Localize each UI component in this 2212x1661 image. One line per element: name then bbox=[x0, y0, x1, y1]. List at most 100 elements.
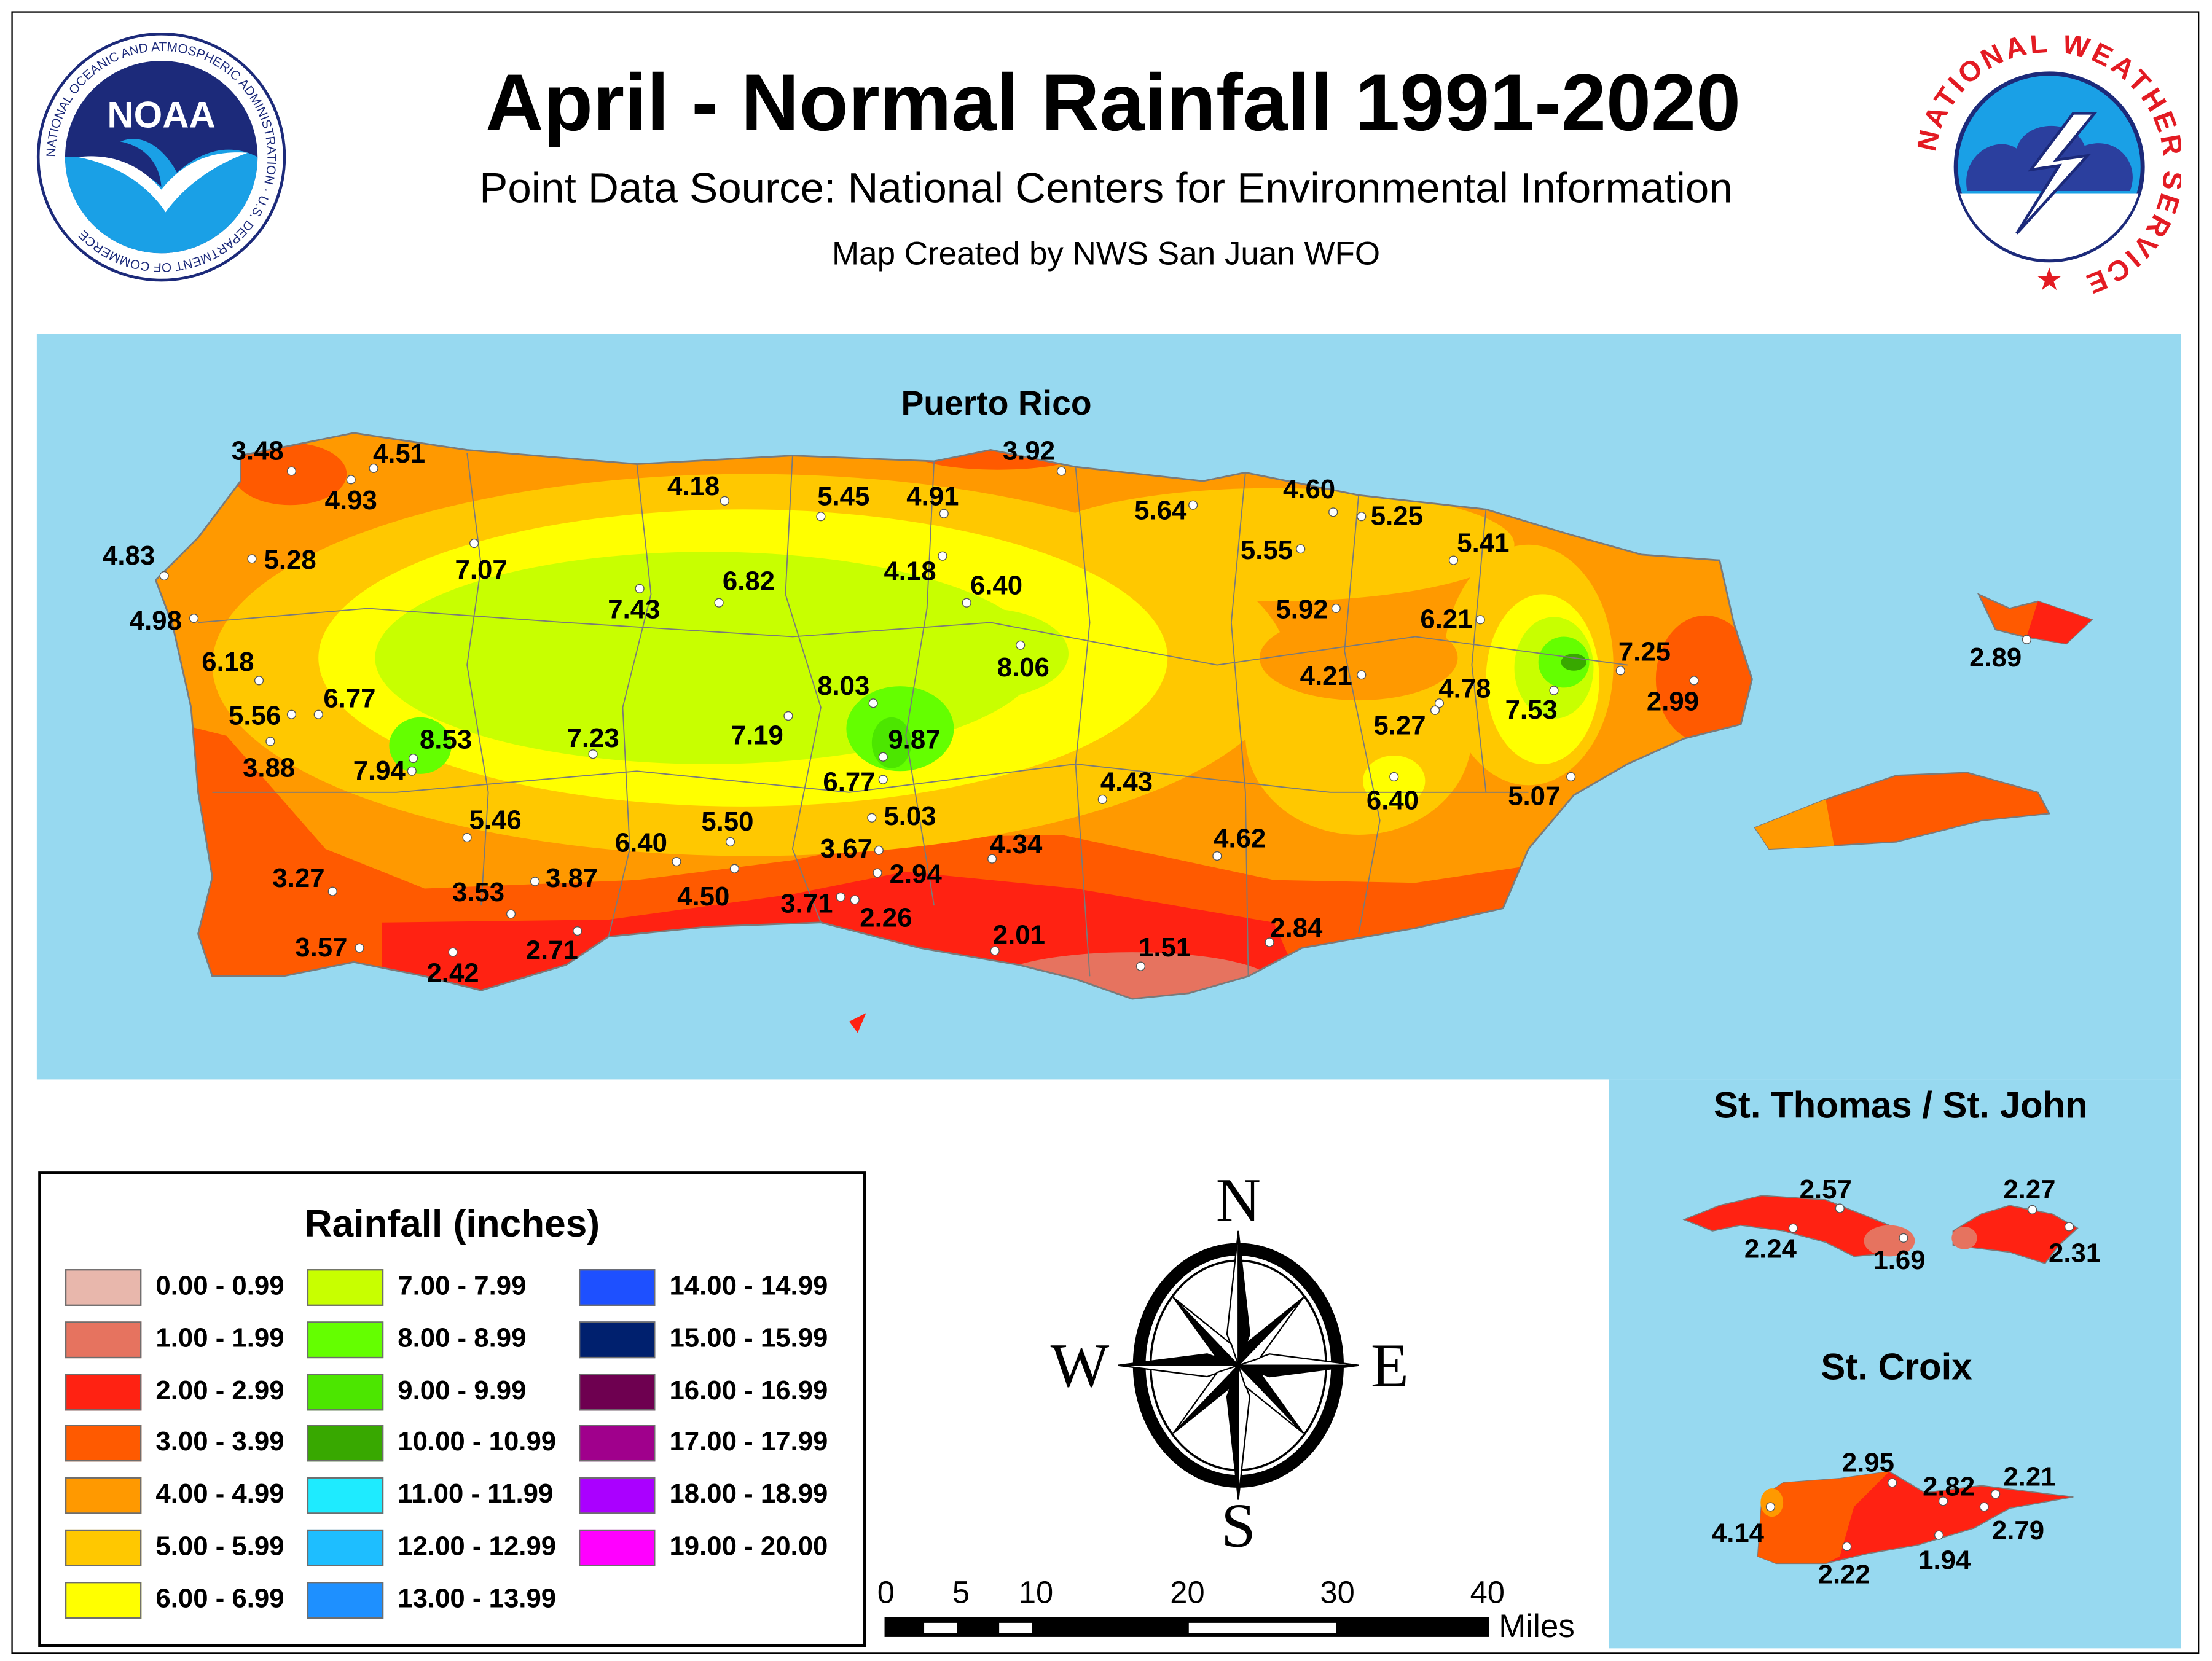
inset-title-st-croix: St. Croix bbox=[1821, 1346, 1972, 1388]
station-value: 9.87 bbox=[888, 724, 940, 754]
legend-item: 18.00 - 18.99 bbox=[579, 1477, 828, 1514]
ocean-inset bbox=[1609, 1079, 2181, 1649]
station-value: 2.26 bbox=[860, 903, 912, 933]
station-value: 3.71 bbox=[780, 889, 833, 919]
station-dot bbox=[346, 475, 356, 485]
station-dot bbox=[1212, 851, 1222, 861]
station-value: 6.18 bbox=[202, 647, 254, 677]
station-dot bbox=[990, 946, 1000, 956]
station-dot bbox=[1265, 937, 1274, 947]
legend-item: 19.00 - 20.00 bbox=[579, 1529, 828, 1566]
legend-swatch bbox=[307, 1374, 384, 1411]
station-dot bbox=[408, 753, 418, 764]
station-dot bbox=[2022, 635, 2031, 644]
station-value: 3.48 bbox=[232, 436, 284, 466]
station-value: 2.79 bbox=[1992, 1515, 2044, 1546]
station-dot bbox=[1016, 640, 1026, 650]
legend-item: 8.00 - 8.99 bbox=[307, 1321, 526, 1359]
station-value: 3.57 bbox=[295, 932, 347, 963]
station-dot bbox=[355, 943, 364, 953]
station-value: 5.56 bbox=[229, 700, 281, 730]
station-dot bbox=[878, 775, 888, 784]
legend-swatch bbox=[307, 1529, 384, 1566]
noaa-logo-text: NOAA bbox=[107, 94, 215, 135]
station-dot bbox=[588, 749, 598, 759]
legend-label: 4.00 - 4.99 bbox=[155, 1480, 284, 1510]
legend-swatch bbox=[65, 1582, 142, 1619]
station-dot bbox=[1328, 507, 1338, 517]
station-dot bbox=[1938, 1496, 1948, 1506]
station-value: 3.27 bbox=[272, 863, 324, 893]
station-value: 3.92 bbox=[1003, 436, 1055, 466]
legend-swatch bbox=[65, 1321, 142, 1359]
legend-label: 18.00 - 18.99 bbox=[669, 1480, 828, 1510]
legend-label: 15.00 - 15.99 bbox=[669, 1324, 828, 1354]
station-value: 6.40 bbox=[1367, 785, 1419, 815]
station-value: 7.23 bbox=[567, 723, 619, 753]
legend-label: 7.00 - 7.99 bbox=[398, 1272, 527, 1302]
station-dot bbox=[783, 711, 793, 721]
station-value: 4.43 bbox=[1100, 767, 1153, 797]
noaa-logo: NOAA NATIONAL OCEANIC AND ATMOSPHERIC AD… bbox=[36, 32, 286, 282]
scale-tick-0: 0 bbox=[877, 1574, 895, 1611]
station-dot bbox=[1296, 544, 1306, 554]
station-dot bbox=[265, 737, 275, 746]
puerto-rico-title: Puerto Rico bbox=[901, 384, 1091, 422]
station-dot bbox=[1979, 1502, 1989, 1512]
station-value: 5.25 bbox=[1371, 501, 1423, 531]
station-dot bbox=[286, 709, 297, 719]
station-value: 5.45 bbox=[817, 481, 869, 511]
legend-swatch bbox=[65, 1425, 142, 1462]
station-value: 5.55 bbox=[1241, 535, 1293, 565]
station-value: 2.57 bbox=[1800, 1174, 1852, 1205]
station-value: 6.77 bbox=[323, 684, 375, 714]
compass-east: E bbox=[1371, 1331, 1409, 1400]
station-dot bbox=[506, 909, 516, 919]
station-dot bbox=[873, 868, 882, 878]
station-value: 8.53 bbox=[420, 724, 472, 754]
legend-item: 2.00 - 2.99 bbox=[65, 1374, 284, 1411]
legend-swatch bbox=[307, 1425, 384, 1462]
legend-label: 5.00 - 5.99 bbox=[155, 1532, 284, 1562]
station-value: 7.07 bbox=[455, 555, 508, 585]
legend-label: 13.00 - 13.99 bbox=[398, 1584, 557, 1615]
legend-swatch bbox=[65, 1374, 142, 1411]
station-value: 2.27 bbox=[2003, 1174, 2055, 1205]
station-dot bbox=[938, 551, 947, 561]
station-dot bbox=[573, 926, 582, 936]
station-value: 4.14 bbox=[1712, 1518, 1765, 1549]
station-dot bbox=[962, 598, 971, 608]
legend-label: 12.00 - 12.99 bbox=[398, 1532, 557, 1562]
station-value: 4.21 bbox=[1300, 661, 1352, 691]
station-value: 2.31 bbox=[2049, 1238, 2101, 1268]
station-dot bbox=[878, 752, 888, 762]
station-value: 3.87 bbox=[546, 863, 598, 893]
station-dot bbox=[469, 538, 479, 549]
station-dot bbox=[1899, 1233, 1908, 1243]
station-dot bbox=[462, 832, 472, 843]
station-value: 7.94 bbox=[353, 756, 406, 786]
station-value: 4.18 bbox=[667, 471, 720, 501]
map-title: April - Normal Rainfall 1991-2020 bbox=[485, 58, 1741, 149]
scale-tick-10: 10 bbox=[1018, 1574, 1054, 1611]
station-dot bbox=[725, 837, 735, 847]
station-dot bbox=[1389, 772, 1399, 782]
station-value: 2.95 bbox=[1842, 1447, 1894, 1477]
legend-label: 19.00 - 20.00 bbox=[669, 1532, 828, 1562]
legend-item: 4.00 - 4.99 bbox=[65, 1477, 284, 1514]
legend-item: 3.00 - 3.99 bbox=[65, 1425, 284, 1462]
compass-star-icon bbox=[1118, 1230, 1359, 1500]
station-dot bbox=[1056, 466, 1067, 476]
station-value: 2.71 bbox=[526, 936, 578, 966]
scale-unit: Miles bbox=[1499, 1607, 1575, 1644]
legend-label: 10.00 - 10.99 bbox=[398, 1428, 557, 1458]
legend-label: 0.00 - 0.99 bbox=[155, 1272, 284, 1302]
legend-item: 1.00 - 1.99 bbox=[65, 1321, 284, 1359]
scale-tick-5: 5 bbox=[952, 1574, 970, 1611]
station-dot bbox=[720, 496, 729, 506]
station-dot bbox=[1430, 705, 1440, 715]
station-value: 2.89 bbox=[1969, 643, 2022, 673]
station-dot bbox=[313, 709, 323, 719]
station-dot bbox=[867, 813, 877, 823]
